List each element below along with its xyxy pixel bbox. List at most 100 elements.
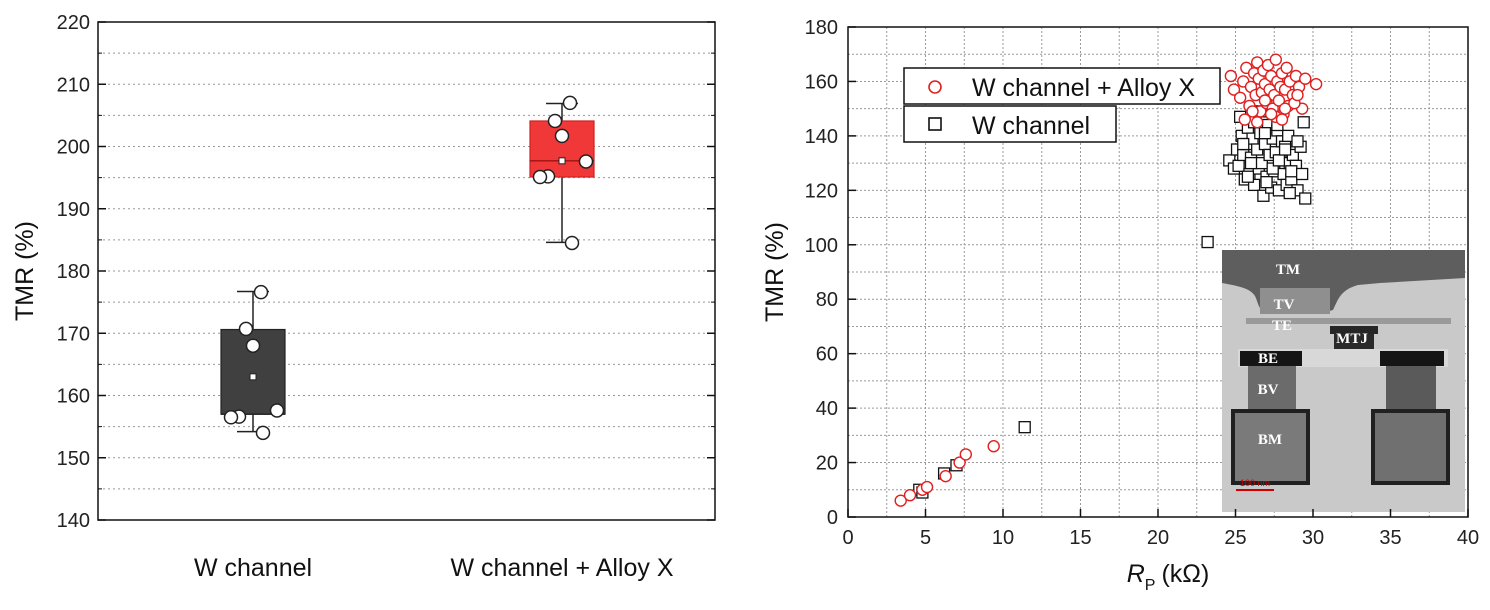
y-tick-label: 170 (57, 323, 90, 345)
point-w-channel (1297, 116, 1310, 129)
point-w-channel (1244, 156, 1258, 170)
point-alloy-x (1280, 61, 1293, 75)
legend-circle-marker (928, 80, 942, 94)
point-alloy-x (1233, 91, 1247, 104)
scatter-x-ticks: 0 5 10 15 20 25 30 35 40 (842, 509, 1479, 549)
point-alloy-x (1250, 116, 1264, 129)
point-alloy-x (1272, 94, 1286, 107)
y-tick-label: 40 (816, 398, 838, 420)
scatter-y-ticks: 0 20 40 60 80 100 120 140 160 180 (805, 17, 856, 529)
y-tick-label: 80 (816, 289, 838, 311)
box-plot-frame (97, 21, 716, 521)
point-w-channel (1232, 159, 1245, 172)
point-alloy-x (1238, 113, 1252, 126)
scatter-plot-panel: TM TV TE MTJ BE BV BM 100 nm 0 5 10 15 20 25 30 35 40 0… (761, 17, 1479, 594)
y-tick-label: 120 (805, 180, 838, 202)
y-tick-label: 180 (805, 17, 838, 39)
x-tick-label: 40 (1457, 527, 1479, 549)
point-alloy-x (1269, 53, 1283, 66)
point-alloy-x (959, 448, 972, 461)
x-tick-label: 35 (1379, 527, 1401, 549)
y-tick-label: 140 (57, 510, 90, 532)
category-label: W channel (194, 554, 312, 582)
data-point (245, 338, 261, 353)
data-point (578, 154, 594, 169)
y-tick-label: 0 (827, 507, 838, 529)
tem-label: BM (1258, 432, 1282, 448)
point-alloy-x (1227, 83, 1241, 96)
point-alloy-x (1246, 105, 1259, 118)
scatter-y-axis-label: TMR (%) (761, 222, 789, 322)
point-w-channel (1201, 235, 1214, 249)
legend-box-alloy (903, 67, 1221, 105)
x-tick-label: 15 (1069, 527, 1091, 549)
box-plot-y-axis-label: TMR (%) (11, 221, 39, 321)
y-tick-label: 180 (57, 261, 90, 283)
data-point (269, 403, 285, 418)
y-tick-label: 140 (805, 126, 838, 148)
point-alloy-x (920, 480, 934, 494)
point-w-channel (1018, 421, 1031, 434)
point-alloy-x (894, 494, 907, 507)
point-w-channel (1283, 186, 1296, 200)
x-tick-label: 5 (920, 527, 931, 549)
mean-marker (249, 373, 257, 381)
y-tick-label: 150 (57, 448, 90, 470)
data-point (562, 95, 578, 111)
x-tick-label: 30 (1302, 527, 1324, 549)
point-w-channel (1241, 170, 1255, 183)
tem-label: MTJ (1336, 331, 1368, 347)
x-tick-label: 10 (992, 527, 1014, 549)
y-tick-label: 190 (57, 199, 90, 221)
point-w-channel (1257, 189, 1270, 202)
point-w-channel (1266, 162, 1279, 175)
x-tick-label: 0 (842, 527, 853, 549)
tem-label: BE (1258, 351, 1278, 367)
point-alloy-x (1264, 107, 1278, 121)
data-point (547, 113, 563, 129)
tem-inset-labels: TM TV TE MTJ BE BV BM 100 nm (1240, 262, 1368, 488)
point-alloy-x (1278, 102, 1292, 115)
point-alloy-x (953, 456, 966, 469)
box-plot-boxes (220, 95, 595, 441)
tem-label: BV (1258, 382, 1279, 398)
point-alloy-x (1309, 77, 1323, 91)
point-w-channel (1285, 165, 1298, 178)
y-tick-label: 220 (57, 12, 90, 34)
y-tick-label: 210 (57, 74, 90, 96)
box-alloy-x (529, 95, 595, 251)
point-w-channel (1291, 135, 1304, 148)
y-tick-label: 200 (57, 137, 90, 159)
data-point (255, 425, 271, 441)
tem-label: TM (1276, 262, 1300, 278)
point-w-channel (1272, 154, 1286, 167)
box-plot-categories: W channel W channel + Alloy X (194, 554, 674, 582)
y-tick-label: 160 (57, 386, 90, 408)
scatter-points (894, 53, 1323, 507)
point-alloy-x (1275, 113, 1289, 126)
y-tick-label: 100 (805, 235, 838, 257)
legend-square-marker (928, 117, 942, 131)
point-alloy-x (939, 469, 952, 483)
tem-label: TV (1274, 297, 1295, 313)
point-alloy-x (1299, 72, 1312, 85)
point-w-channel (1258, 127, 1272, 140)
point-w-channel (1299, 192, 1312, 205)
data-point (554, 128, 570, 144)
x-tick-label: 25 (1224, 527, 1246, 549)
point-alloy-x (1291, 88, 1304, 102)
data-point (253, 284, 269, 300)
point-w-channel (1237, 137, 1250, 151)
scatter-x-axis-label: RP (kΩ) (1127, 560, 1210, 594)
data-point (238, 321, 254, 337)
legend-label-w: W channel (972, 112, 1090, 140)
point-alloy-x (1258, 94, 1272, 107)
x-tick-label: 20 (1147, 527, 1169, 549)
data-point (532, 169, 548, 185)
point-alloy-x (903, 489, 917, 502)
box-plot-panel: 140 150 160 170 180 190 200 210 220 W channel W c… (11, 12, 716, 582)
x-axis-label-unit: (kΩ) (1161, 560, 1209, 588)
tem-label: TE (1272, 318, 1292, 334)
legend-label-alloy: W channel + Alloy X (972, 74, 1195, 102)
